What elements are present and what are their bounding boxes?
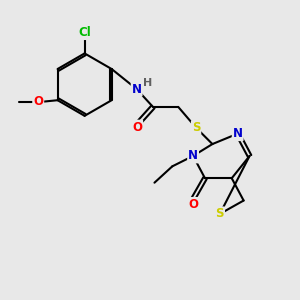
Text: S: S [192,121,200,134]
Text: N: N [233,127,243,140]
Text: N: N [188,149,198,162]
Text: N: N [132,82,142,96]
Text: O: O [132,121,142,134]
Text: Cl: Cl [78,26,91,39]
Text: S: S [216,207,224,220]
Text: O: O [33,95,43,108]
Text: H: H [143,77,152,88]
Text: O: O [188,198,198,211]
